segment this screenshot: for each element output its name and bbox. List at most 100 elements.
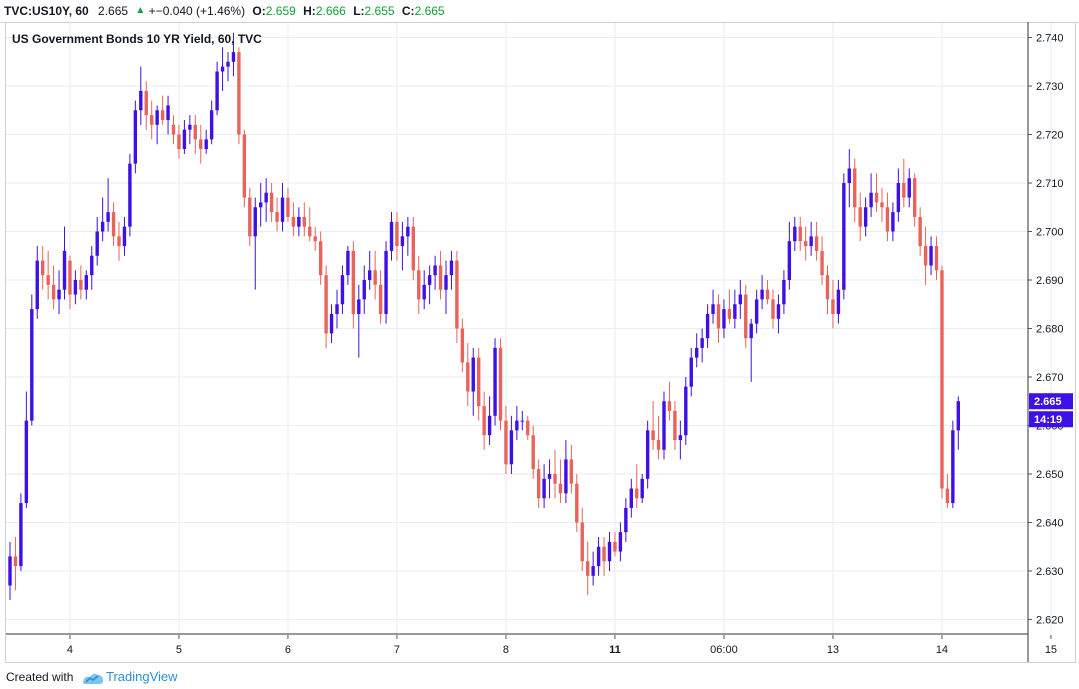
candle[interactable] bbox=[166, 95, 170, 135]
candle[interactable] bbox=[733, 289, 737, 329]
candle[interactable] bbox=[918, 207, 922, 256]
candle[interactable] bbox=[765, 280, 770, 305]
candle[interactable] bbox=[340, 265, 345, 314]
candles[interactable] bbox=[8, 32, 960, 601]
candle[interactable] bbox=[106, 178, 110, 232]
candle[interactable] bbox=[923, 226, 928, 285]
candle[interactable] bbox=[215, 61, 219, 116]
candle[interactable] bbox=[384, 241, 388, 324]
candle[interactable] bbox=[95, 216, 99, 266]
candle[interactable] bbox=[956, 396, 960, 450]
candle[interactable] bbox=[275, 197, 279, 232]
candle[interactable] bbox=[695, 333, 699, 368]
candle[interactable] bbox=[482, 391, 486, 450]
candle[interactable] bbox=[667, 381, 672, 421]
symbol-name[interactable]: TVC:US10Y, 60 bbox=[4, 4, 89, 18]
candle[interactable] bbox=[433, 255, 437, 290]
candle[interactable] bbox=[373, 250, 377, 300]
candle[interactable] bbox=[836, 280, 841, 324]
candle[interactable] bbox=[204, 129, 208, 154]
candle[interactable] bbox=[896, 168, 901, 222]
candle[interactable] bbox=[787, 221, 792, 290]
candle[interactable] bbox=[182, 119, 187, 154]
price-axis[interactable]: 2.6202.6302.6402.6502.6602.6702.6802.690… bbox=[1027, 22, 1064, 662]
candle[interactable] bbox=[526, 415, 530, 441]
candle[interactable] bbox=[193, 115, 197, 154]
candle[interactable] bbox=[689, 347, 693, 397]
candle[interactable] bbox=[466, 343, 470, 407]
candle[interactable] bbox=[51, 265, 56, 310]
candle[interactable] bbox=[46, 250, 50, 300]
candle[interactable] bbox=[117, 221, 121, 261]
candle[interactable] bbox=[406, 216, 410, 256]
candle[interactable] bbox=[536, 459, 541, 508]
candle[interactable] bbox=[891, 202, 895, 242]
candle[interactable] bbox=[635, 464, 639, 508]
candle[interactable] bbox=[716, 294, 721, 344]
candle[interactable] bbox=[318, 231, 323, 285]
candle[interactable] bbox=[90, 246, 94, 290]
candle[interactable] bbox=[477, 347, 481, 421]
candle[interactable] bbox=[297, 207, 301, 237]
candle[interactable] bbox=[269, 183, 274, 222]
candle[interactable] bbox=[209, 100, 214, 145]
candle[interactable] bbox=[8, 541, 12, 601]
candle[interactable] bbox=[902, 158, 906, 208]
candle[interactable] bbox=[586, 541, 590, 596]
candle[interactable] bbox=[13, 537, 18, 591]
candle[interactable] bbox=[242, 129, 247, 208]
candle[interactable] bbox=[438, 250, 443, 300]
candle[interactable] bbox=[776, 294, 781, 334]
candle[interactable] bbox=[793, 216, 797, 251]
candle[interactable] bbox=[259, 183, 263, 227]
candle[interactable] bbox=[711, 289, 715, 324]
candle[interactable] bbox=[847, 149, 851, 208]
candle[interactable] bbox=[744, 284, 748, 348]
candle[interactable] bbox=[395, 212, 399, 261]
candle[interactable] bbox=[389, 212, 394, 261]
candle[interactable] bbox=[656, 415, 661, 460]
candle[interactable] bbox=[155, 105, 159, 145]
candle[interactable] bbox=[24, 391, 29, 508]
candle[interactable] bbox=[111, 202, 116, 247]
candle[interactable] bbox=[624, 498, 628, 542]
candle[interactable] bbox=[150, 100, 154, 140]
candle[interactable] bbox=[553, 449, 557, 499]
candle[interactable] bbox=[760, 275, 764, 310]
candle[interactable] bbox=[248, 187, 252, 247]
candle[interactable] bbox=[291, 202, 296, 237]
candle[interactable] bbox=[444, 260, 448, 314]
candle[interactable] bbox=[531, 425, 535, 479]
candle[interactable] bbox=[754, 289, 759, 334]
tradingview-brand[interactable]: TradingView bbox=[106, 669, 178, 684]
candle[interactable] bbox=[809, 221, 813, 256]
candle[interactable] bbox=[177, 124, 181, 159]
candle[interactable] bbox=[945, 473, 950, 508]
candle[interactable] bbox=[580, 507, 584, 571]
candle[interactable] bbox=[133, 100, 138, 174]
candle[interactable] bbox=[139, 66, 143, 125]
candle[interactable] bbox=[493, 338, 497, 426]
candle[interactable] bbox=[144, 81, 148, 130]
candle[interactable] bbox=[188, 115, 192, 145]
candle[interactable] bbox=[199, 124, 203, 164]
candle[interactable] bbox=[662, 391, 666, 460]
candle[interactable] bbox=[286, 187, 290, 222]
candle[interactable] bbox=[504, 406, 508, 474]
candle[interactable] bbox=[509, 415, 514, 474]
candle[interactable] bbox=[41, 246, 45, 290]
candle[interactable] bbox=[357, 284, 361, 358]
candle[interactable] bbox=[237, 47, 241, 145]
candle[interactable] bbox=[449, 250, 454, 290]
candle[interactable] bbox=[264, 178, 268, 222]
candle[interactable] bbox=[57, 270, 61, 314]
candle[interactable] bbox=[814, 221, 819, 261]
candle[interactable] bbox=[951, 420, 955, 508]
candle[interactable] bbox=[411, 216, 415, 281]
candle[interactable] bbox=[368, 250, 372, 290]
candle[interactable] bbox=[618, 522, 623, 562]
candle[interactable] bbox=[782, 270, 786, 314]
candle[interactable] bbox=[798, 216, 802, 251]
candle[interactable] bbox=[520, 410, 524, 431]
candle[interactable] bbox=[613, 532, 617, 557]
